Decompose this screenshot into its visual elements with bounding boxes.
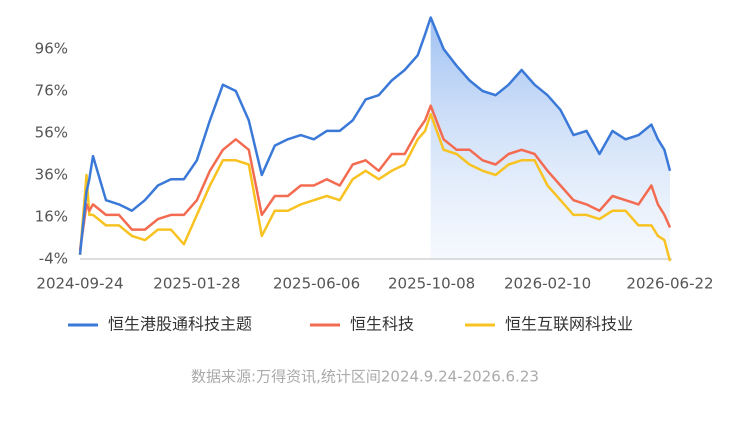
legend-label: 恒生港股通科技主题: [108, 315, 252, 334]
y-tick-label: -4%: [39, 250, 68, 268]
legend-label: 恒生科技: [350, 315, 414, 334]
y-tick-label: 36%: [35, 166, 68, 184]
x-tick-label: 2025-06-06: [273, 275, 360, 293]
y-tick-label: 96%: [35, 40, 68, 58]
series-line: [78, 112, 672, 262]
y-tick-label: 76%: [35, 82, 68, 100]
y-tick-label: 16%: [35, 208, 68, 226]
series-line: [78, 104, 672, 251]
x-tick-label: 2025-01-28: [153, 275, 240, 293]
highlight-area: [430, 17, 670, 259]
series-line: [78, 16, 672, 255]
x-tick-label: 2025-10-08: [388, 275, 475, 293]
x-tick-label: 2026-02-10: [504, 275, 591, 293]
legend-label: 恒生互联网科技业: [505, 315, 633, 334]
x-tick-label: 2024-09-24: [36, 275, 123, 293]
source-note: 数据来源:万得资讯,统计区间2024.9.24-2026.6.23: [191, 368, 539, 386]
y-tick-label: 56%: [35, 124, 68, 142]
x-tick-label: 2026-06-22: [626, 275, 713, 293]
